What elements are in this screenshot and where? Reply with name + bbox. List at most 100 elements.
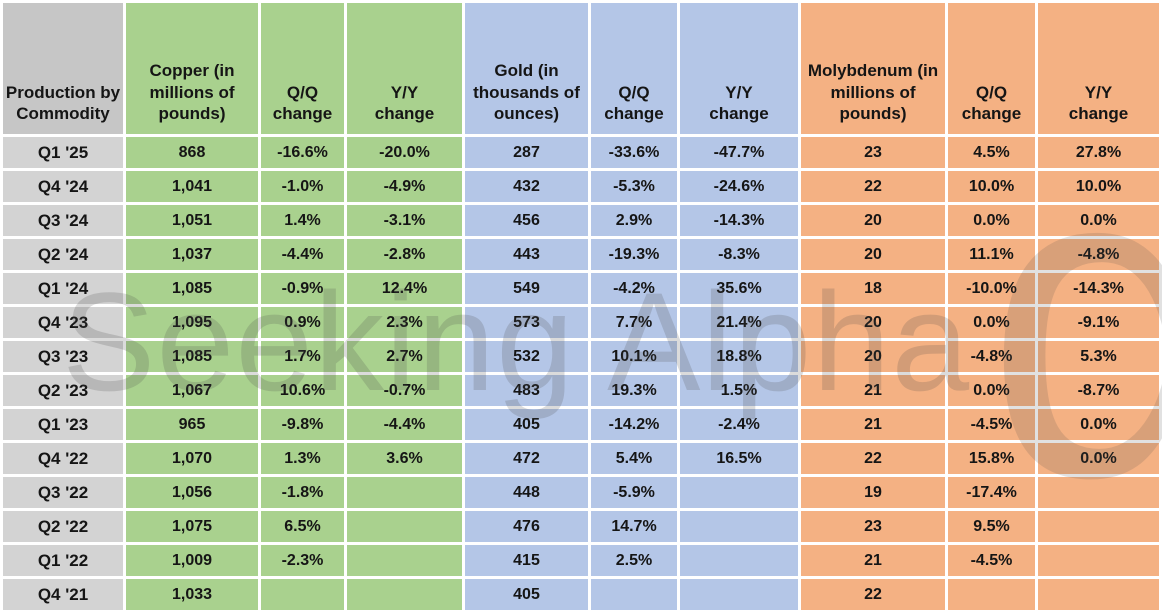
cell-gold-yy-change: -24.6% [680, 171, 798, 202]
row-label-quarter: Q1 '24 [3, 273, 123, 304]
cell-copper-yy-change: -4.4% [347, 409, 462, 440]
row-label-quarter: Q4 '23 [3, 307, 123, 338]
header-molybdenum-qq-change: Q/Q change [948, 3, 1035, 134]
table-row: Q4 '21 1,033 405 22 [3, 579, 1159, 610]
cell-copper-production: 1,075 [126, 511, 258, 542]
cell-molybdenum-yy-change: 10.0% [1038, 171, 1159, 202]
cell-gold-yy-change: 21.4% [680, 307, 798, 338]
cell-copper-yy-change: 3.6% [347, 443, 462, 474]
cell-gold-qq-change: -33.6% [591, 137, 677, 168]
header-gold-yy-change: Y/Y change [680, 3, 798, 134]
cell-molybdenum-production: 23 [801, 511, 945, 542]
cell-copper-qq-change: -9.8% [261, 409, 344, 440]
row-label-quarter: Q2 '23 [3, 375, 123, 406]
cell-molybdenum-yy-change: -9.1% [1038, 307, 1159, 338]
cell-molybdenum-qq-change: 10.0% [948, 171, 1035, 202]
cell-molybdenum-yy-change: -4.8% [1038, 239, 1159, 270]
cell-gold-yy-change: 16.5% [680, 443, 798, 474]
cell-copper-production: 1,041 [126, 171, 258, 202]
cell-copper-yy-change [347, 511, 462, 542]
cell-gold-yy-change: -2.4% [680, 409, 798, 440]
cell-molybdenum-qq-change: 0.0% [948, 205, 1035, 236]
cell-copper-qq-change: 10.6% [261, 375, 344, 406]
cell-copper-production: 1,037 [126, 239, 258, 270]
row-label-quarter: Q4 '21 [3, 579, 123, 610]
cell-copper-qq-change: 1.4% [261, 205, 344, 236]
table-row: Q1 '23 965 -9.8% -4.4% 405 -14.2% -2.4% 21 -4.5%… [3, 409, 1159, 440]
cell-molybdenum-production: 18 [801, 273, 945, 304]
cell-molybdenum-qq-change: 0.0% [948, 307, 1035, 338]
cell-gold-qq-change: 14.7% [591, 511, 677, 542]
header-copper-qq-change: Q/Q change [261, 3, 344, 134]
table-row: Q2 '22 1,075 6.5% 476 14.7% 23 9.5% [3, 511, 1159, 542]
cell-copper-yy-change [347, 477, 462, 508]
table-row: Q3 '22 1,056 -1.8% 448 -5.9% 19 -17.4% [3, 477, 1159, 508]
cell-gold-qq-change: 19.3% [591, 375, 677, 406]
cell-molybdenum-qq-change: -4.5% [948, 545, 1035, 576]
cell-copper-production: 1,085 [126, 341, 258, 372]
cell-gold-yy-change: -8.3% [680, 239, 798, 270]
cell-molybdenum-production: 20 [801, 239, 945, 270]
cell-copper-yy-change: -3.1% [347, 205, 462, 236]
cell-gold-production: 472 [465, 443, 588, 474]
cell-gold-yy-change [680, 477, 798, 508]
table-row: Q4 '22 1,070 1.3% 3.6% 472 5.4% 16.5% 22 15.8% 0.… [3, 443, 1159, 474]
cell-molybdenum-yy-change: 27.8% [1038, 137, 1159, 168]
cell-copper-yy-change: -2.8% [347, 239, 462, 270]
cell-copper-yy-change: 12.4% [347, 273, 462, 304]
cell-molybdenum-qq-change: 15.8% [948, 443, 1035, 474]
cell-molybdenum-production: 23 [801, 137, 945, 168]
cell-copper-qq-change: 1.7% [261, 341, 344, 372]
cell-gold-qq-change: 2.9% [591, 205, 677, 236]
cell-copper-production: 965 [126, 409, 258, 440]
cell-gold-production: 405 [465, 579, 588, 610]
cell-gold-production: 287 [465, 137, 588, 168]
cell-copper-production: 1,067 [126, 375, 258, 406]
table-row: Q1 '22 1,009 -2.3% 415 2.5% 21 -4.5% [3, 545, 1159, 576]
table-row: Q1 '24 1,085 -0.9% 12.4% 549 -4.2% 35.6% 18 -10.… [3, 273, 1159, 304]
cell-copper-yy-change [347, 545, 462, 576]
row-label-quarter: Q1 '22 [3, 545, 123, 576]
cell-molybdenum-yy-change [1038, 477, 1159, 508]
header-gold-qq-change: Q/Q change [591, 3, 677, 134]
cell-molybdenum-production: 22 [801, 171, 945, 202]
row-label-quarter: Q4 '22 [3, 443, 123, 474]
table-row: Q3 '23 1,085 1.7% 2.7% 532 10.1% 18.8% 20 -4.8% 5… [3, 341, 1159, 372]
cell-copper-yy-change: 2.7% [347, 341, 462, 372]
table-row: Q4 '24 1,041 -1.0% -4.9% 432 -5.3% -24.6% 22 10.… [3, 171, 1159, 202]
cell-copper-production: 1,033 [126, 579, 258, 610]
row-label-quarter: Q3 '24 [3, 205, 123, 236]
cell-gold-production: 448 [465, 477, 588, 508]
row-label-quarter: Q3 '23 [3, 341, 123, 372]
cell-copper-production: 1,051 [126, 205, 258, 236]
cell-copper-qq-change: -0.9% [261, 273, 344, 304]
cell-gold-yy-change: 35.6% [680, 273, 798, 304]
cell-molybdenum-qq-change: -4.8% [948, 341, 1035, 372]
cell-gold-production: 476 [465, 511, 588, 542]
header-gold: Gold (in thousands of ounces) [465, 3, 588, 134]
row-label-quarter: Q2 '24 [3, 239, 123, 270]
cell-molybdenum-yy-change: 0.0% [1038, 443, 1159, 474]
header-molybdenum: Molybdenum (in millions of pounds) [801, 3, 945, 134]
row-label-quarter: Q2 '22 [3, 511, 123, 542]
cell-gold-production: 415 [465, 545, 588, 576]
cell-copper-yy-change: -0.7% [347, 375, 462, 406]
cell-copper-production: 1,070 [126, 443, 258, 474]
cell-molybdenum-yy-change [1038, 545, 1159, 576]
cell-gold-qq-change: -4.2% [591, 273, 677, 304]
cell-molybdenum-production: 20 [801, 307, 945, 338]
cell-molybdenum-production: 21 [801, 545, 945, 576]
cell-copper-production: 1,085 [126, 273, 258, 304]
cell-molybdenum-qq-change: 9.5% [948, 511, 1035, 542]
cell-copper-qq-change: 6.5% [261, 511, 344, 542]
cell-molybdenum-qq-change: -17.4% [948, 477, 1035, 508]
cell-copper-qq-change: -1.0% [261, 171, 344, 202]
cell-gold-qq-change: -5.9% [591, 477, 677, 508]
cell-molybdenum-production: 20 [801, 341, 945, 372]
cell-molybdenum-qq-change [948, 579, 1035, 610]
cell-gold-production: 532 [465, 341, 588, 372]
cell-copper-qq-change: 0.9% [261, 307, 344, 338]
cell-gold-qq-change: -14.2% [591, 409, 677, 440]
